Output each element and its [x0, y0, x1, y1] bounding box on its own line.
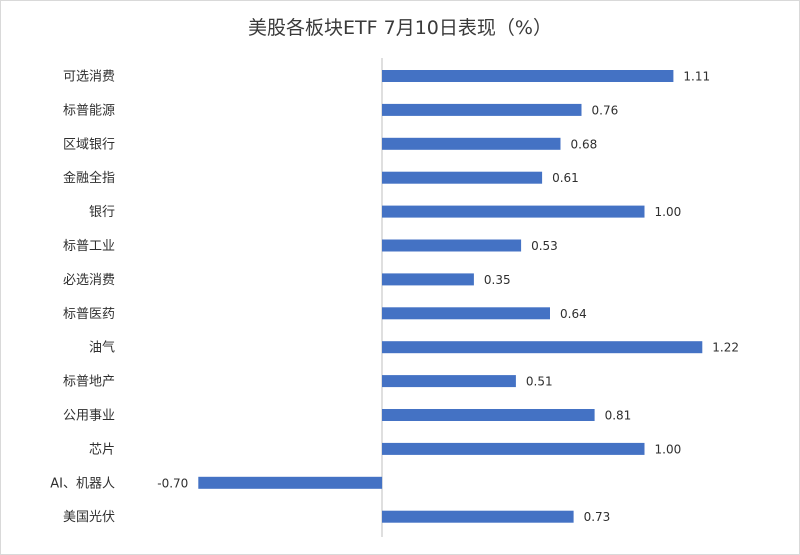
- category-label: 标普工业: [63, 239, 115, 254]
- data-label: 0.68: [571, 137, 598, 151]
- category-label: 银行: [89, 205, 115, 220]
- data-label: 0.76: [592, 103, 619, 117]
- data-label: 0.64: [560, 307, 587, 321]
- data-label: 1.11: [683, 70, 710, 84]
- data-label: 0.35: [484, 273, 511, 287]
- bar: [382, 442, 645, 455]
- category-label: 标普医药: [63, 307, 115, 322]
- bar: [382, 239, 522, 252]
- category-label: 美国光伏: [63, 510, 115, 525]
- bar: [198, 476, 383, 489]
- category-label: 公用事业: [63, 409, 115, 424]
- bar: [382, 171, 543, 184]
- category-label: 金融全指: [63, 170, 115, 186]
- bar: [382, 510, 574, 523]
- category-label: 标普能源: [63, 103, 115, 118]
- bar: [382, 375, 516, 388]
- chart-title: 美股各板块ETF 7月10日表现（%）: [248, 17, 552, 39]
- category-label: AI、机器人: [50, 476, 115, 491]
- data-label: -0.70: [157, 476, 188, 490]
- category-label: 必选消费: [63, 273, 115, 288]
- data-label: 0.81: [605, 409, 632, 423]
- bar: [382, 137, 561, 150]
- bar: [382, 307, 550, 320]
- data-label: 1.00: [655, 205, 682, 219]
- data-label: 1.00: [655, 442, 682, 456]
- bar: [382, 205, 645, 218]
- data-label: 0.53: [531, 239, 558, 253]
- data-label: 1.22: [712, 341, 739, 355]
- category-label: 标普地产: [63, 375, 115, 390]
- category-label: 油气: [89, 340, 115, 356]
- bar: [382, 273, 474, 286]
- bar: [382, 341, 703, 354]
- category-label: 区域银行: [63, 137, 115, 152]
- bar: [382, 103, 582, 116]
- bar: [382, 70, 674, 82]
- category-label: 芯片: [89, 442, 115, 457]
- data-label: 0.73: [584, 510, 611, 524]
- data-label: 0.51: [526, 375, 553, 389]
- category-label: 可选消费: [63, 70, 115, 85]
- bar: [382, 409, 595, 421]
- data-label: 0.61: [552, 171, 579, 185]
